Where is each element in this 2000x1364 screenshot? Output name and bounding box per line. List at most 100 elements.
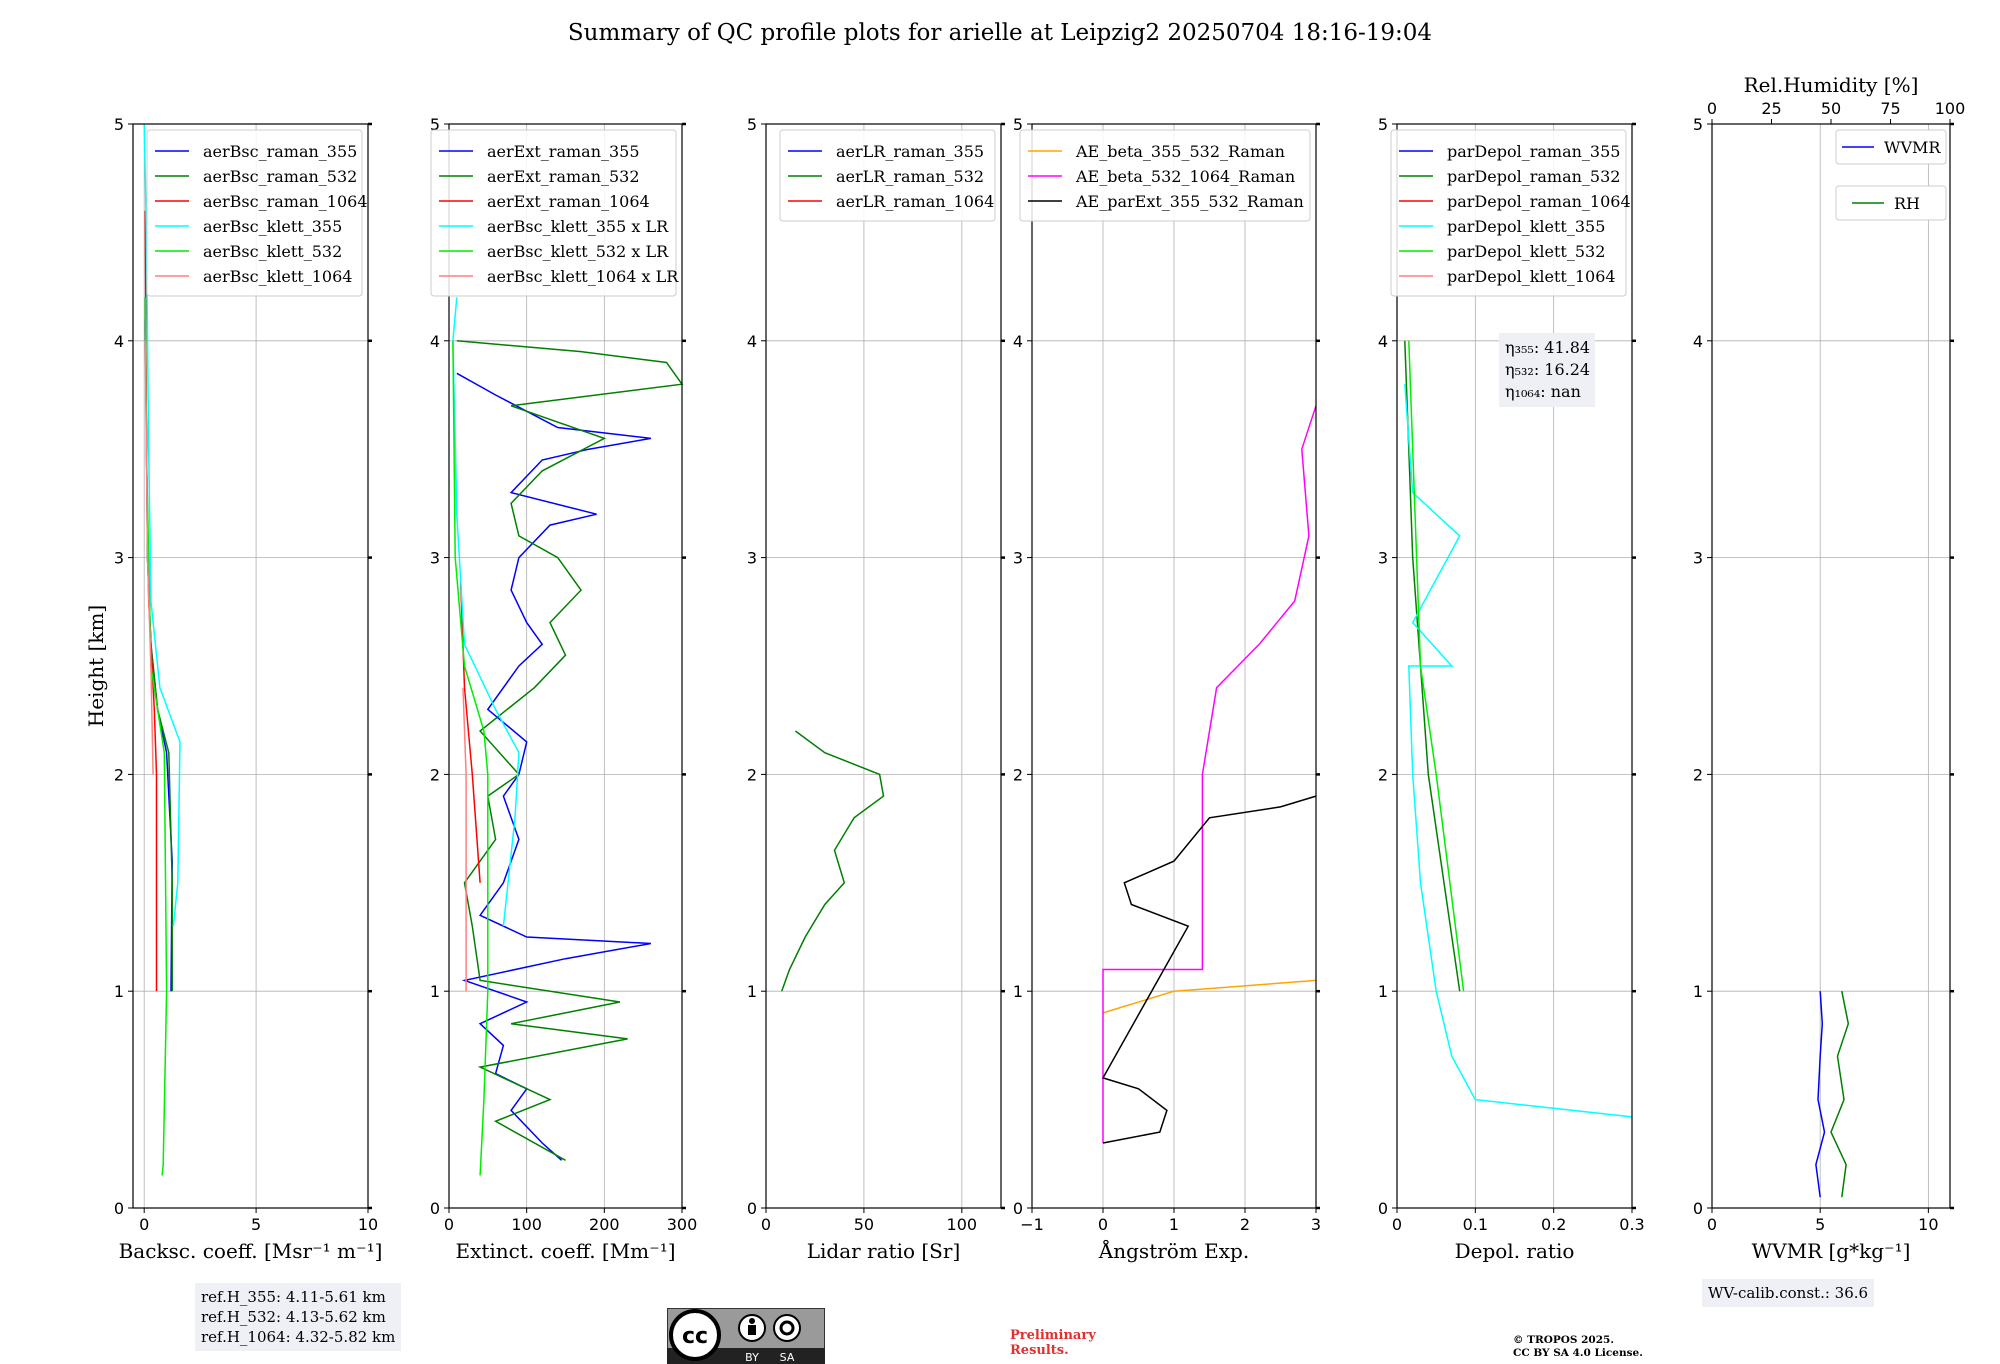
series-line — [780, 730, 885, 992]
legend-label: parDepol_raman_355 — [1447, 142, 1620, 161]
x-tick-label: 3 — [1311, 1215, 1321, 1234]
y-tick-label: 1 — [114, 982, 124, 1001]
panel-1: 0 5 10 0 1 2 3 4 5 Backsc. coeff. [Msr⁻¹ m⁻¹] aerB… — [114, 115, 383, 1263]
plot-frame — [132, 123, 369, 1209]
copyright-line-1: © TROPOS 2025. — [1513, 1334, 1615, 1346]
y-tick-label: 2 — [114, 765, 124, 784]
y-tick-label: 1 — [1378, 982, 1388, 1001]
legend-box — [1019, 129, 1311, 222]
x-tick-label: 2 — [1240, 1215, 1250, 1234]
x-axis-label: WVMR [g*kg⁻¹] — [1752, 1239, 1911, 1263]
legend-box — [146, 129, 363, 297]
series-line — [144, 297, 173, 992]
legend-label: aerBsc_klett_1064 — [203, 267, 352, 286]
y-tick-label: 1 — [430, 982, 440, 1001]
legend-label: aerBsc_klett_355 x LR — [487, 217, 669, 236]
legend-label: RH — [1894, 194, 1920, 213]
x-tick-label: 100 — [511, 1215, 542, 1234]
legend-label: aerExt_raman_532 — [487, 167, 640, 186]
legend-box — [779, 129, 996, 222]
legend-box — [430, 129, 677, 297]
x-tick-label: 1 — [1169, 1215, 1179, 1234]
annotation-text: η₁₀₆₄: nan — [1505, 382, 1581, 401]
x-axis-label: Ångström Exp. — [1098, 1238, 1249, 1263]
x-axis-label: Extinct. coeff. [Mm⁻¹] — [455, 1239, 675, 1263]
legend-label: aerBsc_raman_532 — [203, 167, 357, 186]
panel-3: 0 50 100 0 1 2 3 4 5 Lidar ratio [Sr] aerLR_raman_… — [747, 115, 1005, 1263]
ref-height-532: ref.H_532: 4.13-5.62 km — [201, 1308, 386, 1326]
x-tick-label: 0.3 — [1619, 1215, 1644, 1234]
y-tick-label: 0 — [430, 1199, 440, 1218]
panel-5: 0 0.1 0.2 0.3 0 1 2 3 4 5 Depol. ratio parDepol_ram… — [1378, 115, 1645, 1263]
series-line — [144, 319, 173, 992]
legend-label: aerExt_raman_355 — [487, 142, 640, 161]
series-line — [1102, 979, 1317, 1014]
cc-license-logo: cc BY SA — [667, 1308, 825, 1364]
ref-height-1064: ref.H_1064: 4.32-5.82 km — [201, 1328, 396, 1346]
series-line — [452, 340, 489, 1176]
legend-label: AE_beta_532_1064_Raman — [1075, 167, 1295, 186]
y-tick-label: 2 — [1013, 765, 1023, 784]
y-tick-label: 1 — [1013, 982, 1023, 1001]
y-tick-label: 2 — [430, 765, 440, 784]
annotation-text: η₅₃₂: 16.24 — [1505, 360, 1590, 379]
y-tick-label: 5 — [114, 115, 124, 134]
legend-label: aerBsc_klett_355 — [203, 217, 342, 236]
annotation-text: η₃₅₅: 41.84 — [1505, 338, 1590, 357]
preliminary-line-1: Preliminary — [1010, 1328, 1096, 1343]
x-tick-label: 0.2 — [1541, 1215, 1566, 1234]
legend-label: parDepol_klett_1064 — [1447, 267, 1616, 286]
y-tick-label: 4 — [1013, 332, 1023, 351]
legend-label: parDepol_raman_532 — [1447, 167, 1620, 186]
legend-box — [1835, 129, 1947, 165]
copyright-note: © TROPOS 2025. CC BY SA 4.0 License. — [1513, 1334, 1643, 1360]
y-tick-label: 5 — [430, 115, 440, 134]
preliminary-line-2: Results. — [1010, 1343, 1069, 1358]
y-tick-label: 0 — [1693, 1199, 1703, 1218]
series-line — [462, 687, 467, 992]
series-line — [452, 297, 520, 927]
y-axis-label: Height [km] — [84, 605, 108, 727]
y-tick-label: 2 — [1378, 765, 1388, 784]
series-line — [459, 579, 481, 883]
y-tick-label: 4 — [1693, 332, 1703, 351]
y-tick-label: 1 — [747, 982, 757, 1001]
copyright-line-2: CC BY SA 4.0 License. — [1513, 1347, 1643, 1359]
series-line — [1101, 795, 1317, 1144]
figure-title: Summary of QC profile plots for arielle … — [567, 20, 1433, 46]
y-tick-label: 2 — [1693, 765, 1703, 784]
wv-calib-text: WV-calib.const.: 36.6 — [1708, 1284, 1869, 1302]
x-tick-label: 50 — [854, 1215, 874, 1234]
series-line — [1815, 991, 1826, 1198]
x-axis-label: Depol. ratio — [1455, 1239, 1575, 1263]
plot-frame — [765, 123, 1002, 1209]
y-tick-label: 4 — [1378, 332, 1388, 351]
legend-label: WVMR — [1884, 138, 1941, 157]
x-tick-label: 0 — [761, 1215, 771, 1234]
y-tick-label: 3 — [747, 549, 757, 568]
x-axis-label: Backsc. coeff. [Msr⁻¹ m⁻¹] — [119, 1239, 383, 1263]
legend-label: AE_beta_355_532_Raman — [1075, 142, 1285, 161]
ref-height-355: ref.H_355: 4.11-5.61 km — [201, 1288, 386, 1306]
legend-box — [1390, 129, 1627, 297]
legend-label: aerBsc_raman_355 — [203, 142, 357, 161]
top-axis-label: Rel.Humidity [%] — [1744, 73, 1919, 97]
legend-label: aerBsc_klett_1064 x LR — [487, 267, 679, 286]
y-tick-label: 0 — [1013, 1199, 1023, 1218]
y-tick-label: 3 — [430, 549, 440, 568]
legend-label: AE_parExt_355_532_Raman — [1075, 192, 1304, 211]
x-tick-label: 0 — [139, 1215, 149, 1234]
series-line — [1830, 991, 1850, 1198]
top-tick-label: 25 — [1761, 99, 1781, 118]
cc-sa-label: SA — [780, 1351, 795, 1364]
x-tick-label: 5 — [251, 1215, 261, 1234]
y-tick-label: 5 — [1378, 115, 1388, 134]
x-tick-label: 0 — [1707, 1215, 1717, 1234]
y-tick-label: 5 — [1693, 115, 1703, 134]
y-tick-label: 0 — [1378, 1199, 1388, 1218]
y-tick-label: 0 — [747, 1199, 757, 1218]
legend-label: parDepol_klett_532 — [1447, 242, 1605, 261]
x-tick-label: 10 — [1918, 1215, 1938, 1234]
